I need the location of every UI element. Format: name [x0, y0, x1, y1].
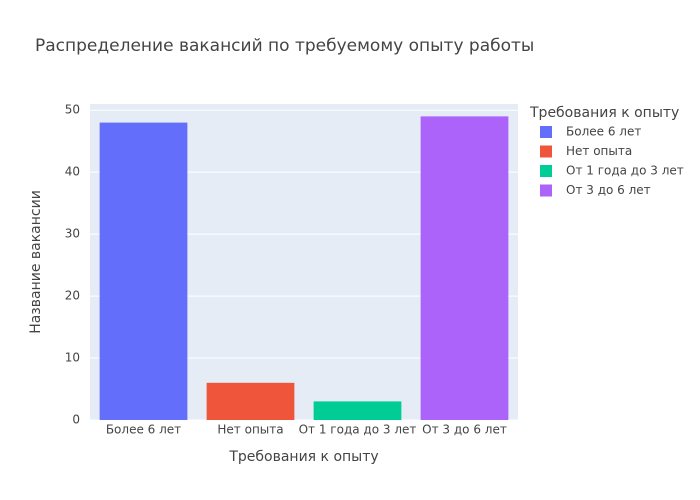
- bar: [206, 382, 295, 420]
- y-tick-label: 10: [65, 351, 80, 365]
- y-axis-label: Название вакансии: [28, 190, 44, 334]
- y-tick-label: 50: [65, 103, 80, 117]
- legend-label: От 1 года до 3 лет: [566, 164, 684, 178]
- x-tick-label: От 3 до 6 лет: [422, 423, 507, 437]
- y-tick-label: 30: [65, 227, 80, 241]
- x-tick-label: От 1 года до 3 лет: [299, 423, 417, 437]
- legend-label: От 3 до 6 лет: [566, 183, 651, 197]
- y-tick-label: 20: [65, 289, 80, 303]
- legend-label: Более 6 лет: [566, 125, 641, 139]
- y-tick-label: 0: [72, 413, 80, 427]
- legend-swatch: [540, 126, 552, 138]
- bar: [420, 116, 509, 421]
- y-tick-label: 40: [65, 165, 80, 179]
- legend-swatch: [540, 184, 552, 197]
- x-axis-label: Требования к опыту: [228, 449, 378, 465]
- bar: [99, 122, 188, 421]
- chart-title: Распределение вакансий по требуемому опы…: [35, 36, 534, 56]
- bar: [313, 401, 402, 420]
- x-tick-label: Нет опыта: [217, 423, 283, 437]
- x-tick-label: Более 6 лет: [106, 423, 181, 437]
- legend-swatch: [540, 165, 552, 177]
- legend-swatch: [540, 145, 552, 158]
- legend-title: Требования к опыту: [529, 105, 679, 121]
- legend-label: Нет опыта: [566, 144, 632, 158]
